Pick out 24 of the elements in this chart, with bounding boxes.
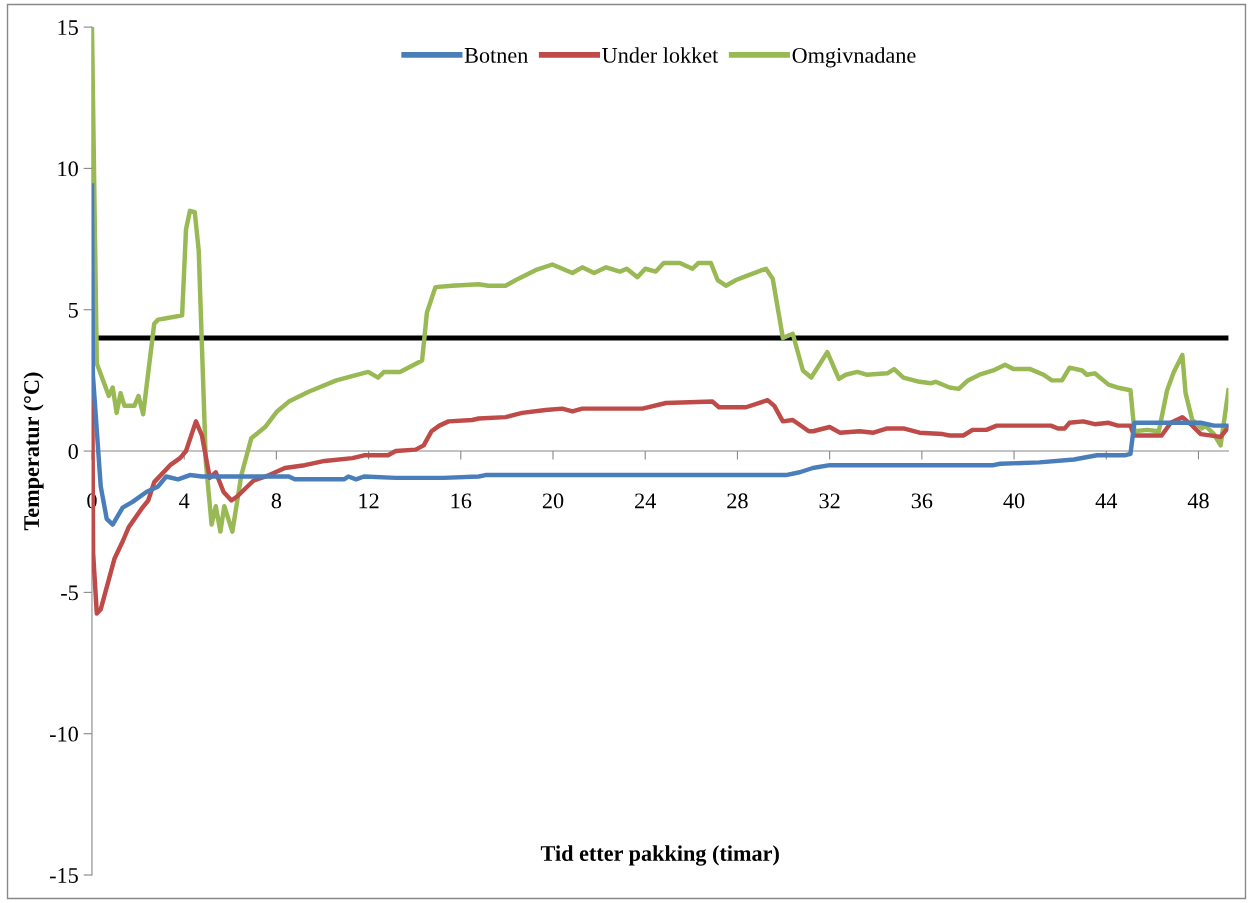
x-tick-label: 28 xyxy=(727,493,748,509)
y-tick-label: -10 xyxy=(49,726,78,742)
y-tick-label: 15 xyxy=(58,20,78,36)
y-tick-label: 10 xyxy=(58,161,78,177)
x-tick-label: 4 xyxy=(179,493,190,509)
x-tick-label: 44 xyxy=(1095,493,1118,509)
y-axis-title: Temperatur (°C) xyxy=(23,372,44,531)
x-tick-label: 24 xyxy=(635,493,656,509)
legend-label: Botnen xyxy=(464,48,528,63)
x-tick-label: 48 xyxy=(1187,493,1209,509)
x-tick-label: 40 xyxy=(1003,493,1025,509)
y-tick-label: -15 xyxy=(49,868,78,883)
x-tick-label: 16 xyxy=(451,493,472,509)
x-tick-label: 36 xyxy=(911,493,933,509)
legend-label: Omgivnadane xyxy=(792,47,916,68)
legend-label: Under lokket xyxy=(602,47,719,63)
x-tick-label: 8 xyxy=(271,493,282,509)
y-tick-label: -5 xyxy=(61,585,78,601)
x-tick-label: 32 xyxy=(819,493,840,509)
x-axis-title: Tid etter pakking (timar) xyxy=(540,845,779,866)
y-tick-label: 0 xyxy=(68,443,78,459)
y-tick-label: 5 xyxy=(68,302,78,318)
x-tick-label: 20 xyxy=(542,493,564,509)
x-tick-label: 12 xyxy=(359,493,379,509)
